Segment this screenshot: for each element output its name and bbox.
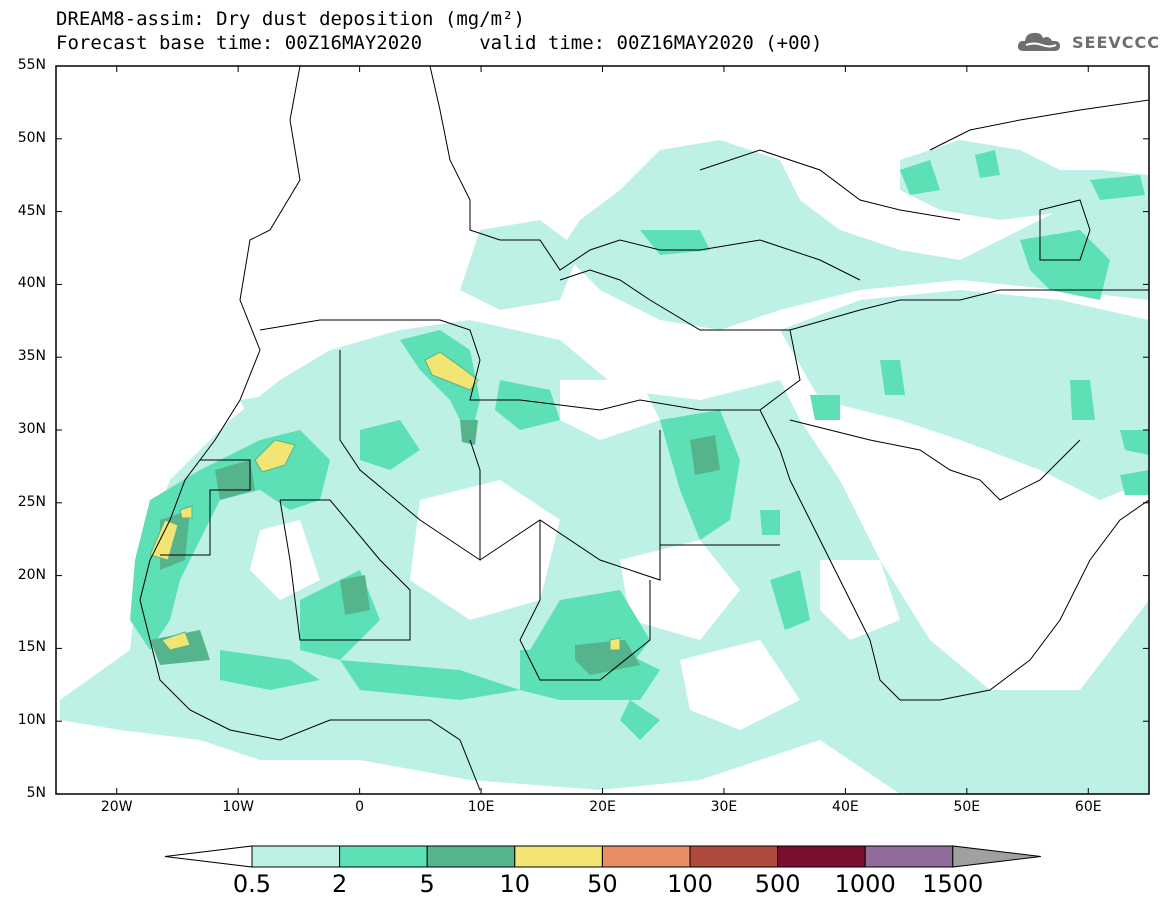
latitude-label: 30N xyxy=(17,421,46,437)
latitude-label: 35N xyxy=(17,348,46,365)
colorbar-label: 5 xyxy=(419,870,435,898)
cloud-icon xyxy=(1017,32,1060,51)
colorbar-label: 500 xyxy=(754,870,801,898)
colorbar-label: 0.5 xyxy=(232,870,272,898)
latitude-label: 25N xyxy=(17,493,46,510)
deposition-level-4 xyxy=(149,351,621,651)
colorbar-swatch xyxy=(864,845,954,868)
colorbar-label: 50 xyxy=(587,870,618,898)
colorbar-swatch xyxy=(689,845,779,868)
colorbar-swatch xyxy=(601,845,691,868)
latitude-label: 15N xyxy=(17,639,46,656)
colorbar-under-arrow xyxy=(164,845,253,868)
colorbar-label: 1000 xyxy=(834,870,896,898)
latitude-label: 45N xyxy=(17,202,46,219)
coastlines-borders xyxy=(139,66,1149,791)
colorbar-swatch xyxy=(514,845,603,868)
latitude-label: 55N xyxy=(17,57,46,73)
latitude-label: 10N xyxy=(17,712,46,729)
colorbar-label: 100 xyxy=(667,870,713,898)
colorbar-swatch xyxy=(339,845,428,868)
longitude-label: 50E xyxy=(953,799,981,815)
latitude-label: 5N xyxy=(26,785,46,801)
longitude-label: 40E xyxy=(832,799,859,815)
longitude-label: 60E xyxy=(1074,799,1102,815)
longitude-label: 10E xyxy=(467,799,495,815)
latitude-label: 50N xyxy=(17,129,46,146)
colorbar-label: 2 xyxy=(331,870,348,898)
colorbar-over-arrow xyxy=(952,845,1041,868)
colorbar-label: 1500 xyxy=(922,870,984,898)
colorbar-swatch xyxy=(777,845,866,868)
colorbar-swatch xyxy=(426,845,516,868)
colorbar-label: 10 xyxy=(499,870,531,898)
longitude-label: 20E xyxy=(589,799,616,815)
colorbar-swatch xyxy=(251,845,341,868)
map-title: DREAM8-assim: Dry dust deposition (mg/m²… xyxy=(56,8,525,30)
deposition-level-1 xyxy=(60,140,1149,794)
map-subtitle: Forecast base time: 00Z16MAY2020 valid t… xyxy=(56,32,823,54)
longitude-label: 30E xyxy=(710,799,738,815)
longitude-label: 20W xyxy=(100,799,133,815)
latitude-label: 20N xyxy=(17,566,46,583)
latitude-label: 40N xyxy=(17,275,46,292)
longitude-label: 10W xyxy=(222,799,254,815)
longitude-label: 0 xyxy=(355,799,365,815)
logo-text: SEEVCCC xyxy=(1072,32,1160,52)
axis-ticks xyxy=(56,65,1149,795)
seevccc-logo: SEEVCCC xyxy=(1016,28,1160,56)
dust-deposition-field xyxy=(60,66,1149,794)
